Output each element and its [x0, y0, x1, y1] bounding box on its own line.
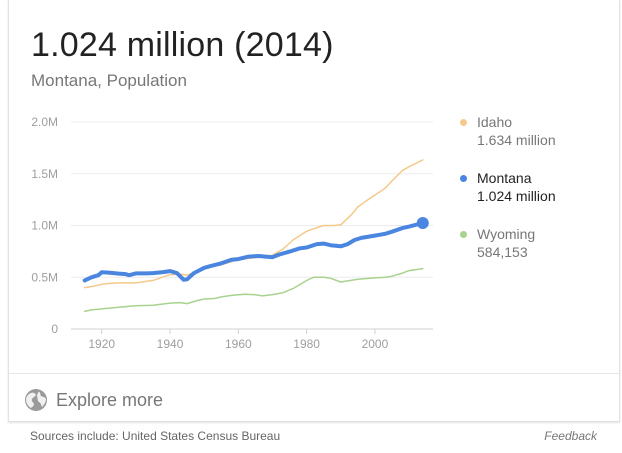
legend-dot-idaho	[460, 119, 467, 126]
y-tick-label: 0	[51, 322, 58, 336]
globe-icon	[25, 389, 47, 411]
population-card: 1.024 million (2014) Montana, Population…	[8, 0, 620, 422]
x-tick-label: 1960	[225, 337, 252, 351]
legend-name: Idaho	[477, 114, 513, 130]
series-line-wyoming	[83, 267, 424, 313]
explore-more-label: Explore more	[56, 389, 164, 410]
grid-lines	[71, 121, 433, 330]
chart-legend: Idaho 1.634 million Montana 1.024 millio…	[456, 113, 616, 281]
legend-value: 1.024 million	[477, 188, 556, 204]
series-lines	[82, 159, 425, 313]
x-tick-label: 1980	[293, 337, 320, 351]
highlight-point[interactable]	[416, 217, 429, 230]
x-tick-label: 2000	[362, 337, 389, 351]
y-axis-ticks: 0 0.5M 1.0M 1.5M 2.0M	[31, 115, 58, 336]
series-line-montana	[82, 221, 425, 283]
y-tick-label: 1.5M	[31, 167, 58, 181]
headline-value: 1.024 million (2014)	[31, 26, 334, 64]
y-tick-label: 0.5M	[31, 270, 58, 284]
y-tick-label: 2.0M	[31, 115, 58, 129]
series-line-idaho	[83, 159, 424, 289]
legend-item-montana[interactable]: Montana 1.024 million	[456, 169, 616, 205]
legend-name: Montana	[477, 170, 532, 186]
y-tick-label: 1.0M	[31, 219, 58, 233]
population-chart[interactable]: 0 0.5M 1.0M 1.5M 2.0M 1920 1940 1960 1980 2000	[9, 0, 621, 370]
legend-value: 584,153	[477, 244, 528, 260]
legend-dot-montana	[460, 175, 467, 182]
feedback-link[interactable]: Feedback	[544, 429, 597, 443]
highlight-markers	[416, 217, 429, 230]
subtitle: Montana, Population	[31, 71, 187, 90]
divider	[9, 373, 619, 374]
legend-value: 1.634 million	[477, 132, 556, 148]
legend-item-wyoming[interactable]: Wyoming 584,153	[456, 225, 616, 261]
x-tick-label: 1940	[157, 337, 184, 351]
x-tick-label: 1920	[88, 337, 115, 351]
x-axis-ticks: 1920 1940 1960 1980 2000	[88, 329, 389, 351]
legend-dot-wyoming	[460, 231, 467, 238]
legend-item-idaho[interactable]: Idaho 1.634 million	[456, 113, 616, 149]
explore-more-button[interactable]: Explore more	[24, 386, 163, 414]
legend-name: Wyoming	[477, 226, 536, 242]
sources-text: Sources include: United States Census Bu…	[30, 429, 281, 443]
